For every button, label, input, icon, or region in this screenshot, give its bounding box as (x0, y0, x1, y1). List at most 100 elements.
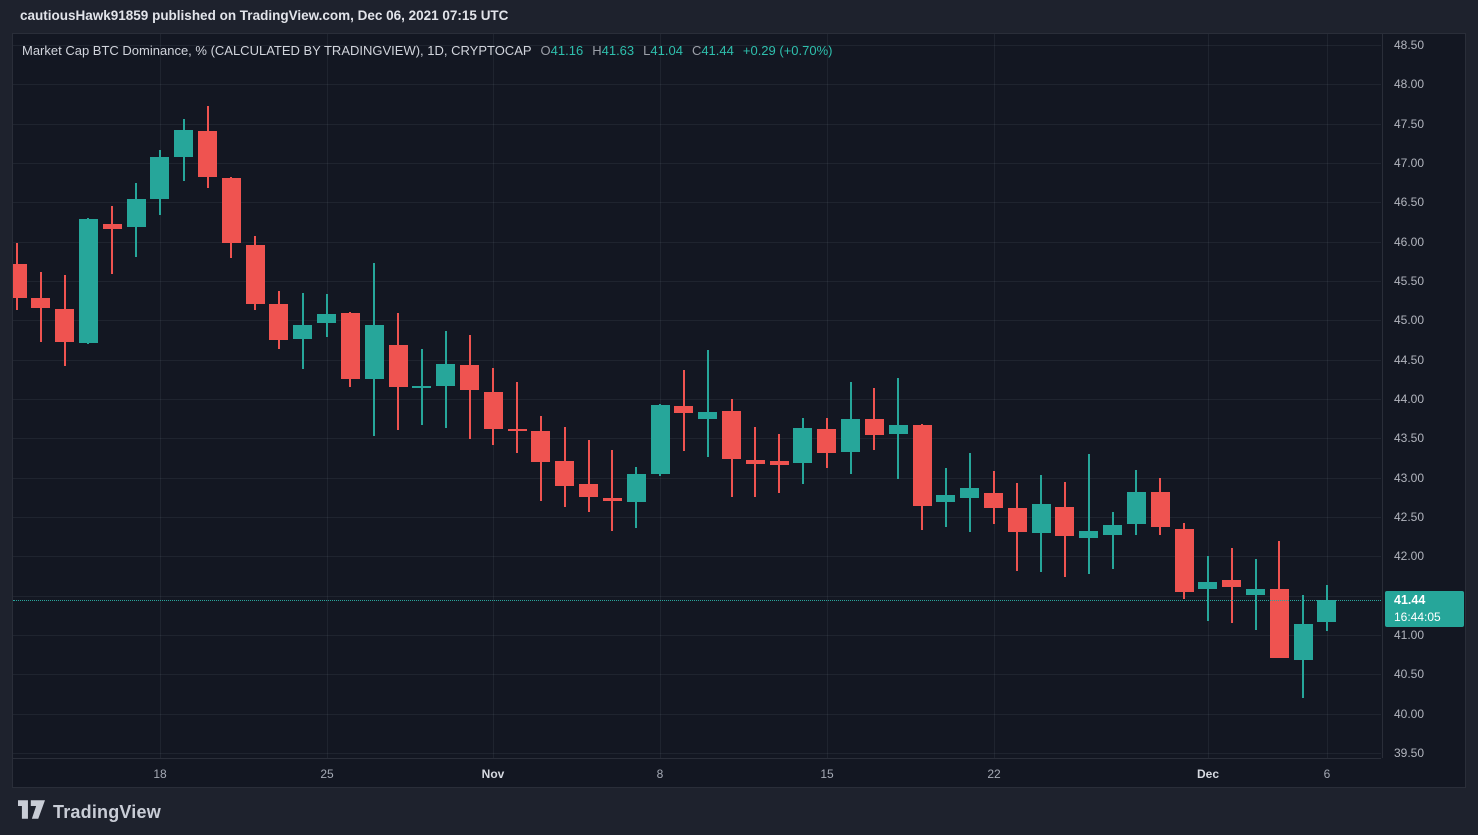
candle-body-down (722, 411, 741, 459)
ohlc-label: C (691, 43, 702, 58)
ohlc-values: O41.16 H41.63 L41.04 C41.44 (532, 43, 734, 58)
time-tick-label: Dec (1196, 767, 1219, 781)
price-tick-label: 41.00 (1394, 628, 1425, 642)
price-tick-label: 39.50 (1394, 746, 1425, 760)
candle-body-up (1317, 600, 1336, 622)
ohlc-label: H (592, 43, 602, 58)
price-tick-label: 40.50 (1394, 667, 1425, 681)
price-tick-label: 45.50 (1394, 274, 1425, 288)
chart-frame: Market Cap BTC Dominance, % (CALCULATED … (12, 33, 1466, 788)
time-tick-label: 15 (820, 767, 834, 781)
gridline-horizontal (13, 84, 1381, 85)
candle-body-down (913, 425, 932, 506)
candle-body-up (1079, 531, 1098, 538)
gridline-vertical (1208, 34, 1209, 758)
gridline-horizontal (13, 242, 1381, 243)
price-tick-label: 47.00 (1394, 156, 1425, 170)
candle-body-up (793, 428, 812, 463)
candle-body-up (317, 314, 336, 323)
candle-body-down (1008, 508, 1027, 532)
time-axis[interactable]: 18 25 Nov 8 15 22 Dec 6 (13, 758, 1381, 788)
candle-body-up (365, 325, 384, 379)
candle-body-down (198, 131, 217, 177)
candle-body-up (1103, 525, 1122, 535)
gridline-horizontal (13, 478, 1381, 479)
candle-body-up (150, 157, 169, 199)
price-tick-label: 42.50 (1394, 510, 1425, 524)
gridline-horizontal (13, 399, 1381, 400)
price-tick-label: 48.00 (1394, 77, 1425, 91)
candle-body-down (1055, 507, 1074, 536)
candle-body-up (651, 405, 670, 474)
candle-body-down (555, 461, 574, 486)
bar-countdown: 16:44:05 (1394, 610, 1441, 624)
gridline-horizontal (13, 674, 1381, 675)
gridline-vertical (1327, 34, 1328, 758)
candle-body-down (579, 484, 598, 497)
time-tick-label: 18 (153, 767, 167, 781)
candle-body-up (1246, 589, 1265, 595)
price-tick-label: 44.50 (1394, 353, 1425, 367)
candle-body-down (1270, 589, 1289, 658)
published-info: cautiousHawk91859 published on TradingVi… (20, 8, 509, 23)
candle-body-up (412, 386, 431, 388)
tradingview-logo[interactable]: TradingView (18, 797, 161, 827)
gridline-horizontal (13, 596, 1381, 597)
price-tick-label: 40.00 (1394, 707, 1425, 721)
candle-body-down (674, 406, 693, 413)
candle-body-down (246, 245, 265, 304)
price-tick-label: 42.00 (1394, 549, 1425, 563)
candle-body-up (889, 425, 908, 434)
candle-body-down (460, 365, 479, 390)
candle-body-up (1032, 504, 1051, 533)
price-tick-label: 47.50 (1394, 117, 1425, 131)
candle-body-down (603, 498, 622, 501)
gridline-vertical (160, 34, 161, 758)
price-tick-label: 45.00 (1394, 313, 1425, 327)
candle-body-up (127, 199, 146, 227)
price-tick-label: 48.50 (1394, 38, 1425, 52)
candle-body-up (627, 474, 646, 502)
gridline-vertical (827, 34, 828, 758)
ohlc-label: O (540, 43, 551, 58)
candle-wick-down (111, 206, 113, 274)
current-price-badge: 41.44 16:44:05 (1385, 591, 1464, 627)
chart-legend: Market Cap BTC Dominance, % (CALCULATED … (22, 43, 833, 58)
ohlc-value: 41.63 (601, 43, 635, 58)
gridline-horizontal (13, 517, 1381, 518)
candle-body-down (389, 345, 408, 387)
chart-plot-area[interactable]: Market Cap BTC Dominance, % (CALCULATED … (13, 34, 1381, 758)
gridline-horizontal (13, 163, 1381, 164)
ohlc-label: L (643, 43, 651, 58)
candle-body-up (1198, 582, 1217, 589)
candle-body-down (746, 460, 765, 464)
candle-body-up (936, 495, 955, 502)
candle-body-down (531, 431, 550, 462)
time-tick-label: Nov (481, 767, 505, 781)
footer: TradingView (18, 796, 161, 828)
ohlc-value: 41.04 (650, 43, 683, 58)
price-tick-label: 46.00 (1394, 235, 1425, 249)
candle-body-down (984, 493, 1003, 508)
price-axis[interactable]: 41.44 16:44:05 48.50 48.00 47.50 47.00 46.50… (1382, 34, 1467, 760)
gridline-horizontal (13, 635, 1381, 636)
candle-body-down (770, 461, 789, 465)
candle-body-down (1222, 580, 1241, 587)
candle-wick-down (516, 382, 518, 453)
candle-body-down (1151, 492, 1170, 527)
candle-body-down (55, 309, 74, 342)
candle-body-down (31, 298, 50, 308)
candle-body-down (13, 264, 27, 298)
candle-body-up (841, 419, 860, 452)
gridline-horizontal (13, 556, 1381, 557)
ohlc-value: 41.16 (550, 43, 584, 58)
gridline-vertical (660, 34, 661, 758)
candle-body-down (508, 429, 527, 431)
candle-body-up (1127, 492, 1146, 524)
gridline-horizontal (13, 360, 1381, 361)
candle-body-up (698, 412, 717, 419)
price-tick-label: 43.50 (1394, 431, 1425, 445)
tradingview-logo-icon (18, 797, 45, 827)
gridline-horizontal (13, 45, 1381, 46)
candle-wick-down (588, 440, 590, 512)
